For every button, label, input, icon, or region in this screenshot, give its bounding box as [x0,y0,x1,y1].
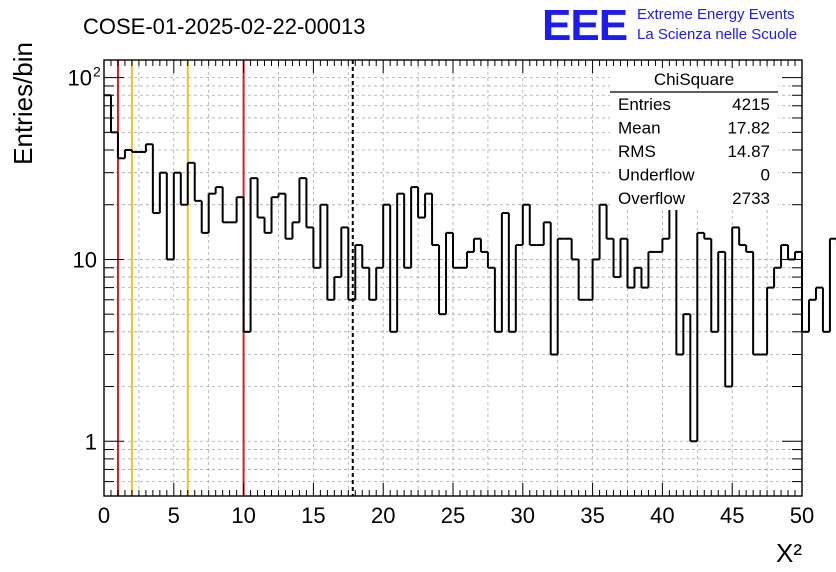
chart-title: COSE-01-2025-02-22-00013 [83,14,366,39]
stats-value: 17.82 [727,119,770,138]
y-axis-label: Entries/bin [8,42,38,165]
y-tick-label: 10 [73,247,97,272]
stats-label: Entries [618,95,671,114]
x-tick-label: 40 [650,503,674,528]
x-tick-labels: 0 5 10 15 20 25 30 35 40 45 50 [98,503,814,528]
y-tick-exponent: 2 [93,64,101,80]
eee-logo: EEE Extreme Energy Events La Scienza nel… [542,1,797,50]
stats-value: 4215 [732,95,770,114]
stats-title: ChiSquare [654,70,734,89]
x-tick-label: 20 [371,503,395,528]
x-axis-label: X² [776,538,802,568]
stats-label: Overflow [618,189,686,208]
x-tick-label: 5 [168,503,180,528]
stats-box: ChiSquare Entries 4215 Mean 17.82 RMS 14.87 Un… [610,68,778,210]
x-tick-label: 30 [511,503,535,528]
stats-value: 14.87 [727,142,770,161]
x-tick-label: 10 [231,503,255,528]
reference-lines [116,60,354,496]
stats-value: 0 [761,166,770,185]
stats-label: RMS [618,142,656,161]
x-tick-label: 35 [580,503,604,528]
x-tick-label: 50 [790,503,814,528]
y-tick-label: 10 [68,66,92,91]
stats-value: 2733 [732,189,770,208]
eee-logo-mark: EEE [542,1,627,50]
x-tick-label: 45 [720,503,744,528]
stats-label: Underflow [618,166,695,185]
logo-line-1: Extreme Energy Events [637,6,795,23]
y-tick-label: 1 [85,429,97,454]
x-tick-label: 15 [301,503,325,528]
x-tick-label: 25 [441,503,465,528]
logo-line-2: La Scienza nelle Scuole [637,26,797,43]
x-tick-label: 0 [98,503,110,528]
stats-label: Mean [618,119,661,138]
